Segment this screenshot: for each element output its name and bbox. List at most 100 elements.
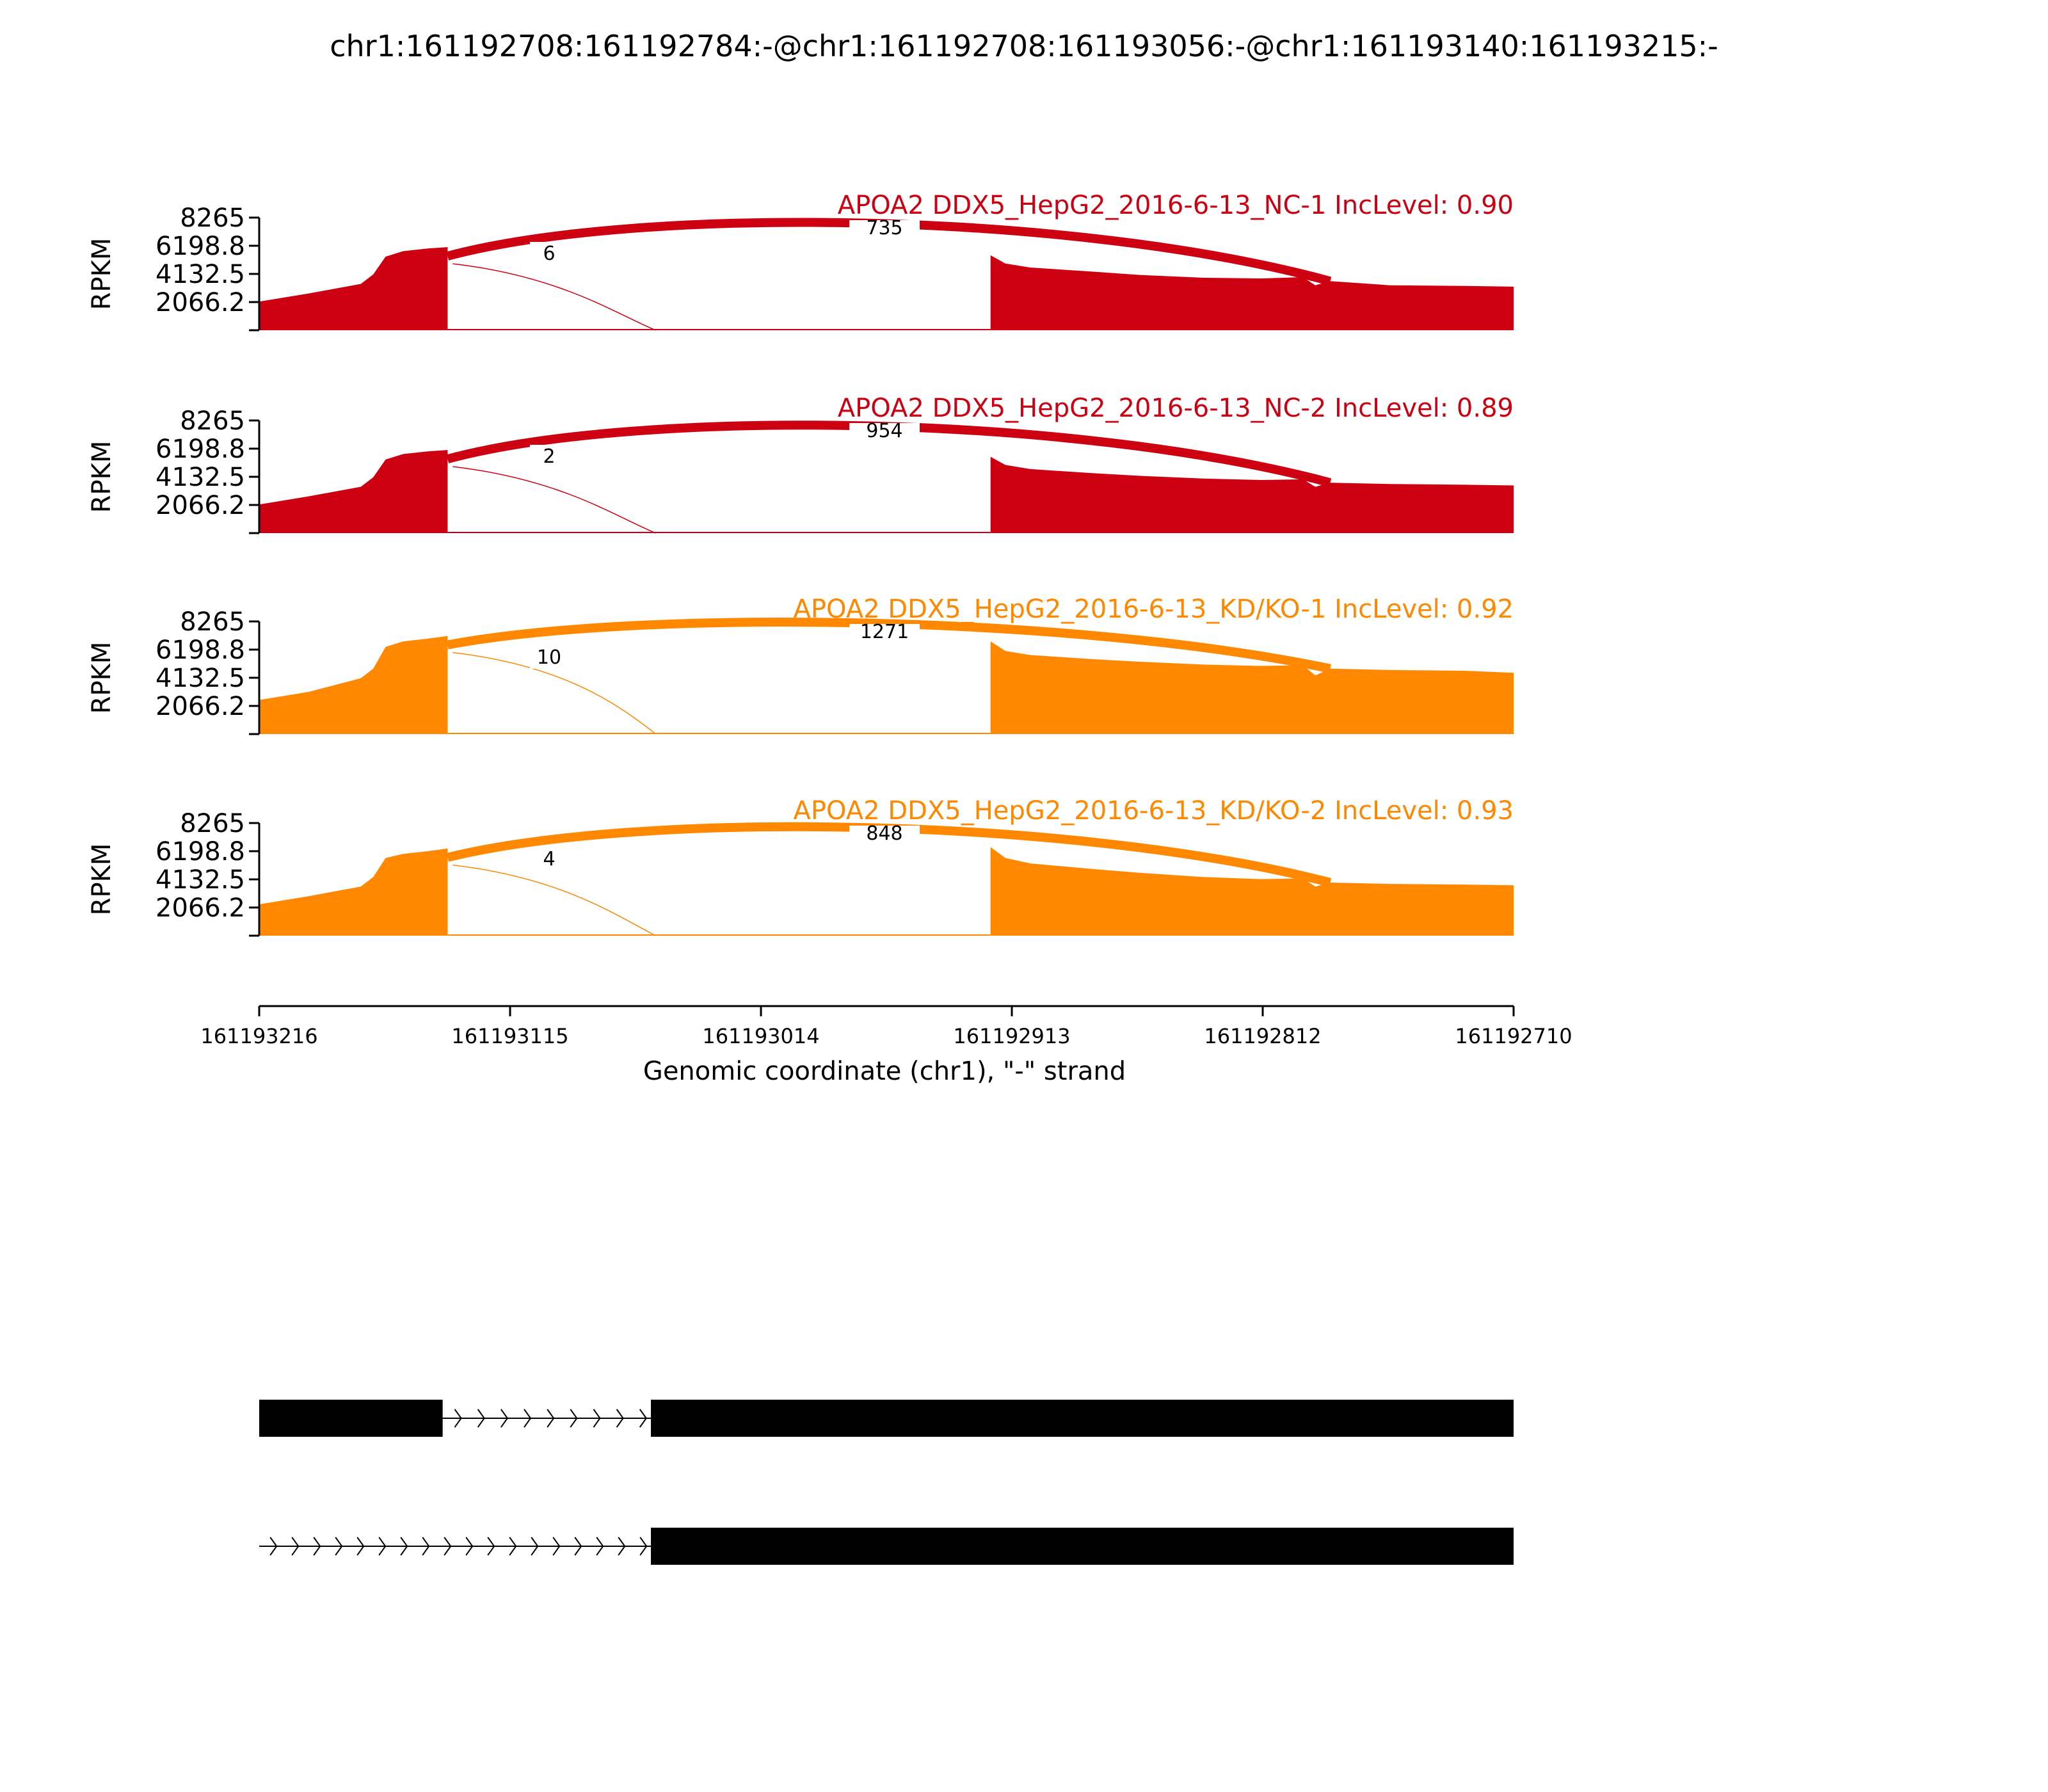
y-axis-label: RPKM: [87, 844, 116, 916]
strand-arrow-icon: [500, 1409, 509, 1428]
x-axis-label: Genomic coordinate (chr1), "-" strand: [643, 1057, 1126, 1086]
y-tick-label: 6198.8: [156, 435, 245, 464]
sample-label: APOA2 DDX5_HepG2_2016-6-13_NC-2 IncLevel…: [838, 394, 1514, 423]
y-axis-label: RPKM: [87, 238, 116, 310]
y-tick-label: 4132.5: [156, 463, 245, 492]
y-axis-label: RPKM: [87, 642, 116, 714]
strand-arrow-icon: [639, 1537, 648, 1556]
strand-arrow-icon: [291, 1537, 300, 1556]
strand-arrow-icon: [335, 1537, 343, 1556]
junction-label-background: [530, 847, 568, 870]
strand-arrow-icon: [552, 1537, 561, 1556]
y-tick-label: 8265: [180, 607, 245, 637]
sample-label: APOA2 DDX5_HepG2_2016-6-13_KD/KO-1 IncLe…: [793, 595, 1514, 624]
junction-arc-short: [452, 652, 657, 735]
strand-arrow-icon: [313, 1537, 321, 1556]
strand-arrow-icon: [593, 1409, 601, 1428]
coverage-area-downstream-region: [990, 456, 1514, 533]
y-axis-label: RPKM: [87, 441, 116, 513]
strand-arrow-icon: [618, 1537, 626, 1556]
exon-block: [651, 1400, 1514, 1437]
y-tick-label: 6198.8: [156, 636, 245, 665]
y-tick-label: 4132.5: [156, 865, 245, 895]
junction-label-short: 6: [543, 243, 555, 265]
y-tick-label: 4132.5: [156, 260, 245, 289]
y-tick-label: 8265: [180, 406, 245, 436]
junction-label-background: [849, 423, 920, 442]
strand-arrow-icon: [509, 1537, 517, 1556]
x-tick-label: 161193115: [451, 1024, 568, 1048]
y-tick-label: 4132.5: [156, 664, 245, 693]
isoform-1: [259, 1400, 1514, 1437]
y-tick-label: 2066.2: [156, 288, 245, 317]
isoform-tracks: [259, 1400, 1514, 1565]
junction-label-short: 2: [543, 445, 555, 468]
strand-arrow-icon: [574, 1537, 582, 1556]
strand-arrow-icon: [570, 1409, 578, 1428]
strand-arrow-icon: [547, 1409, 555, 1428]
junction-label-background: [530, 646, 568, 669]
junction-arc-long: [447, 618, 1331, 673]
junction-arc-short: [452, 864, 657, 936]
isoform-2: [259, 1528, 1514, 1565]
strand-arrow-icon: [531, 1537, 539, 1556]
strand-arrow-icon: [487, 1537, 495, 1556]
junction-label-background: [530, 242, 568, 265]
coverage-area-downstream-region: [990, 641, 1514, 734]
coverage-area-downstream-region: [990, 847, 1514, 936]
sample-label: APOA2 DDX5_HepG2_2016-6-13_KD/KO-2 IncLe…: [793, 796, 1514, 826]
y-tick-label: 2066.2: [156, 491, 245, 520]
strand-arrow-icon: [596, 1537, 604, 1556]
x-tick-label: 161193014: [702, 1024, 819, 1048]
coverage-area-downstream-region: [990, 255, 1514, 330]
junction-label-short: 10: [537, 646, 561, 669]
y-tick-label: 2066.2: [156, 692, 245, 721]
exon-block: [259, 1400, 443, 1437]
strand-arrow-icon: [444, 1537, 452, 1556]
strand-arrow-icon: [400, 1537, 408, 1556]
strand-arrow-icon: [454, 1409, 462, 1428]
chart-title: chr1:161192708:161192784:-@chr1:16119270…: [330, 29, 1718, 63]
x-tick-label: 161192812: [1204, 1024, 1321, 1048]
y-tick-label: 2066.2: [156, 893, 245, 923]
strand-arrow-icon: [269, 1537, 278, 1556]
strand-arrow-icon: [356, 1537, 365, 1556]
junction-label-long: 735: [866, 217, 902, 239]
strand-arrow-icon: [378, 1537, 387, 1556]
junction-label-long: 848: [866, 822, 902, 845]
strand-arrow-icon: [524, 1409, 532, 1428]
y-tick-label: 6198.8: [156, 837, 245, 867]
junction-label-background: [849, 826, 920, 845]
junction-label-long: 1271: [860, 621, 909, 643]
coverage-area-upstream-exon: [259, 247, 448, 330]
y-tick-label: 8265: [180, 809, 245, 838]
y-tick-label: 8265: [180, 204, 245, 233]
coverage-area-upstream-exon: [259, 848, 448, 936]
junction-arc-short: [452, 263, 657, 331]
junction-label-background: [530, 445, 568, 468]
sample-label: APOA2 DDX5_HepG2_2016-6-13_NC-1 IncLevel…: [838, 191, 1514, 220]
strand-arrow-icon: [422, 1537, 430, 1556]
junction-arc-short: [452, 466, 657, 534]
x-tick-label: 161192710: [1455, 1024, 1572, 1048]
strand-arrow-icon: [639, 1409, 648, 1428]
junction-label-background: [849, 624, 920, 643]
junction-label-long: 954: [866, 420, 902, 442]
exon-block: [651, 1528, 1514, 1565]
strand-arrow-icon: [616, 1409, 624, 1428]
junction-label-background: [849, 220, 920, 239]
strand-arrow-icon: [477, 1409, 485, 1428]
coverage-area-upstream-exon: [259, 450, 448, 533]
strand-arrow-icon: [465, 1537, 474, 1556]
junction-label-short: 4: [543, 848, 555, 870]
y-tick-label: 6198.8: [156, 232, 245, 261]
x-tick-label: 161192913: [953, 1024, 1070, 1048]
x-tick-label: 161193216: [200, 1024, 317, 1048]
coverage-area-upstream-exon: [259, 636, 448, 734]
